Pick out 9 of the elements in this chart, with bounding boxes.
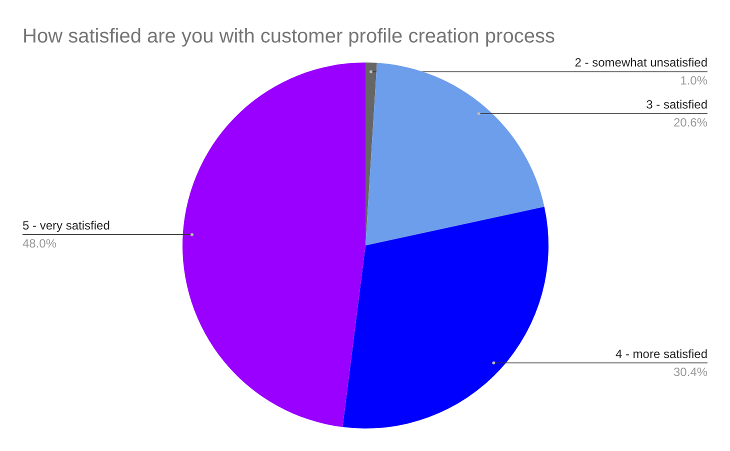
data-label: 48.0% (22, 236, 57, 251)
data-label: 30.4% (673, 364, 708, 379)
data-label: 1.0% (680, 74, 708, 88)
data-label: 20.6% (673, 116, 708, 130)
slice-label: 2 - somewhat unsatisfied (574, 56, 708, 70)
slice-label: 5 - very satisfied (22, 218, 110, 233)
slice-label: 4 - more satisfied (615, 346, 708, 361)
chart-title: How satisfied are you with customer profile creation process (22, 26, 555, 48)
slice-label: 3 - satisfied (646, 98, 708, 112)
